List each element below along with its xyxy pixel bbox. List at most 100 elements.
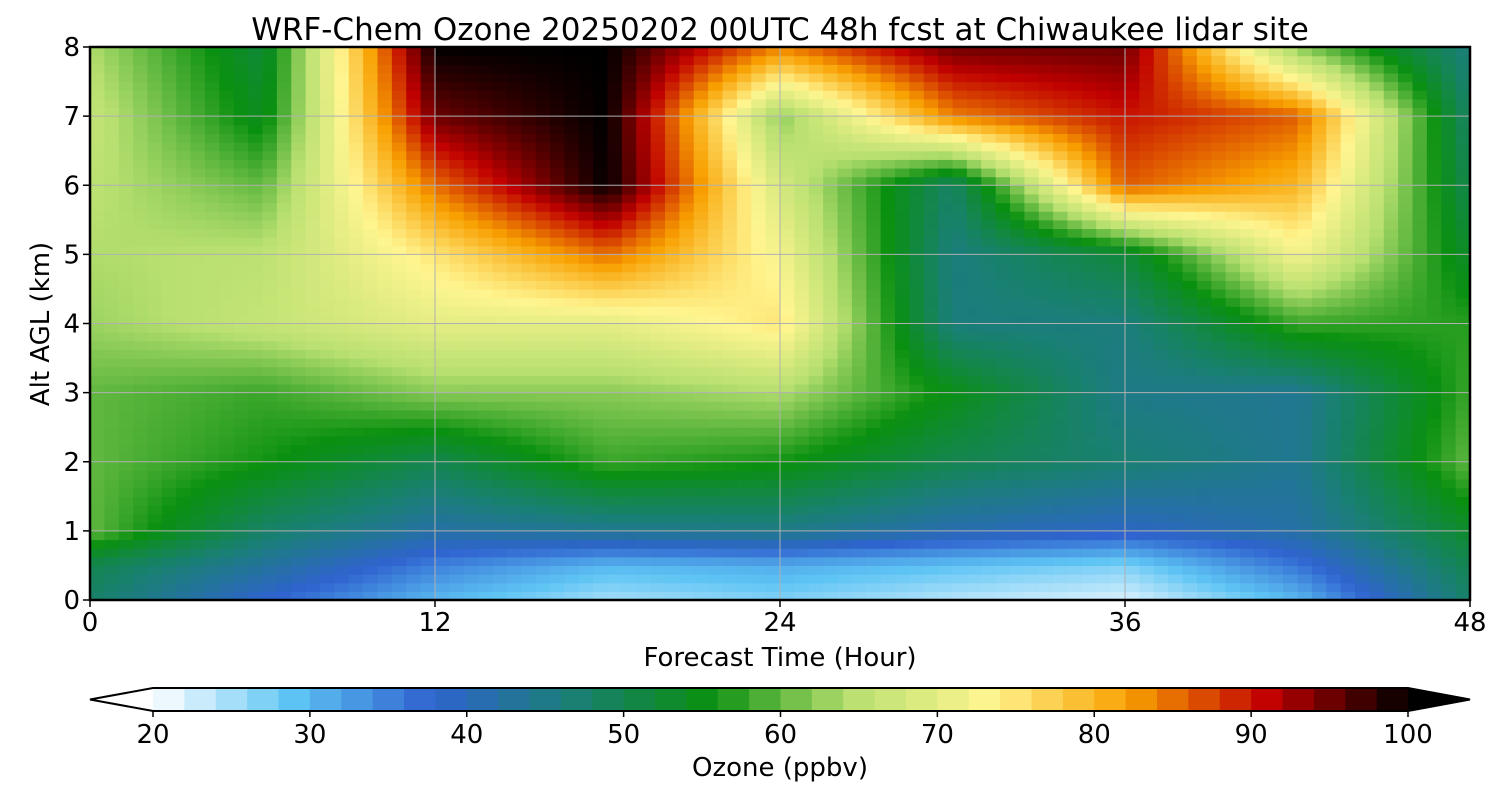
heatmap-cell: [578, 358, 594, 368]
heatmap-cell: [607, 548, 623, 558]
heatmap-cell: [521, 487, 537, 497]
heatmap-cell: [1081, 383, 1097, 394]
heatmap-cell: [780, 383, 795, 394]
heatmap-cell: [1369, 444, 1385, 454]
heatmap-cell: [650, 306, 666, 316]
heatmap-cell: [1125, 271, 1140, 281]
heatmap-cell: [665, 167, 680, 178]
heatmap-cell: [1096, 159, 1112, 169]
heatmap-cell: [1053, 366, 1069, 376]
heatmap-cell: [1053, 340, 1069, 351]
heatmap-cell: [1139, 306, 1155, 316]
heatmap-cell: [995, 444, 1011, 454]
heatmap-cell: [1455, 504, 1470, 515]
heatmap-cell: [190, 461, 206, 471]
heatmap-cell: [334, 323, 350, 333]
heatmap-cell: [665, 237, 680, 247]
heatmap-cell: [406, 193, 422, 204]
heatmap-cell: [1053, 435, 1069, 446]
heatmap-cell: [219, 366, 235, 376]
heatmap-cell: [693, 271, 709, 281]
heatmap-cell: [1110, 202, 1126, 212]
heatmap-cell: [305, 496, 321, 506]
heatmap-cell: [463, 453, 479, 463]
heatmap-cell: [866, 306, 882, 316]
heatmap-cell: [1326, 453, 1342, 463]
heatmap-cell: [837, 185, 853, 195]
heatmap-cell: [1110, 176, 1126, 186]
heatmap-cell: [521, 453, 537, 463]
heatmap-cell: [1024, 193, 1040, 204]
heatmap-cell: [665, 228, 680, 238]
heatmap-cell: [1340, 470, 1356, 480]
heatmap-cell: [952, 366, 968, 376]
heatmap-cell: [823, 323, 839, 333]
heatmap-cell: [679, 271, 695, 281]
heatmap-cell: [794, 487, 810, 497]
heatmap-cell: [463, 418, 479, 428]
heatmap-cell: [1067, 427, 1083, 437]
heatmap-cell: [564, 219, 580, 230]
heatmap-cell: [133, 375, 149, 385]
heatmap-cell: [851, 435, 867, 446]
heatmap-cell: [118, 254, 134, 264]
heatmap-cell: [1297, 504, 1313, 515]
heatmap-cell: [449, 366, 465, 376]
heatmap-cell: [981, 314, 997, 325]
heatmap-cell: [262, 444, 278, 454]
heatmap-cell: [751, 487, 767, 497]
heatmap-cell: [1182, 539, 1198, 549]
heatmap-cell: [1455, 487, 1470, 497]
heatmap-cell: [1139, 435, 1155, 446]
heatmap-cell: [621, 366, 637, 376]
heatmap-cell: [463, 496, 479, 506]
heatmap-cell: [866, 237, 882, 247]
heatmap-cell: [607, 444, 623, 454]
heatmap-cell: [133, 401, 149, 411]
heatmap-cell: [521, 427, 537, 437]
heatmap-cell: [118, 176, 134, 186]
heatmap-cell: [406, 366, 422, 376]
heatmap-cell: [909, 375, 925, 385]
heatmap-cell: [1268, 522, 1284, 532]
heatmap-cell: [1125, 288, 1140, 299]
heatmap-cell: [550, 314, 565, 325]
heatmap-cell: [420, 254, 436, 264]
heatmap-cell: [248, 548, 264, 558]
heatmap-cell: [1024, 176, 1040, 186]
heatmap-cell: [1369, 591, 1385, 600]
heatmap-cell: [636, 271, 652, 281]
heatmap-cell: [837, 461, 853, 471]
heatmap-cell: [851, 418, 867, 428]
heatmap-cell: [190, 254, 206, 264]
heatmap-cell: [966, 435, 982, 446]
heatmap-cell: [995, 167, 1011, 178]
heatmap-cell: [851, 453, 867, 463]
heatmap-cell: [1125, 470, 1140, 480]
heatmap-cell: [722, 556, 738, 567]
heatmap-cell: [420, 530, 436, 541]
heatmap-cell: [808, 280, 824, 290]
heatmap-cell: [1268, 582, 1284, 592]
heatmap-cell: [722, 401, 738, 411]
heatmap-cell: [1383, 565, 1399, 575]
heatmap-cell: [521, 314, 537, 325]
heatmap-cell: [981, 556, 997, 567]
heatmap-cell: [348, 349, 364, 359]
heatmap-cell: [176, 392, 192, 402]
heatmap-cell: [104, 409, 120, 420]
heatmap-cell: [995, 263, 1011, 273]
heatmap-cell: [435, 150, 450, 160]
heatmap-cell: [391, 383, 407, 394]
heatmap-cell: [665, 314, 680, 325]
heatmap-cell: [621, 548, 637, 558]
heatmap-cell: [248, 349, 264, 359]
heatmap-cell: [1426, 522, 1442, 532]
heatmap-cell: [679, 159, 695, 169]
heatmap-cell: [938, 504, 954, 515]
heatmap-cell: [1254, 211, 1270, 221]
heatmap-cell: [665, 306, 680, 316]
heatmap-cell: [1110, 487, 1126, 497]
heatmap-cell: [621, 245, 637, 255]
heatmap-cell: [880, 193, 896, 204]
